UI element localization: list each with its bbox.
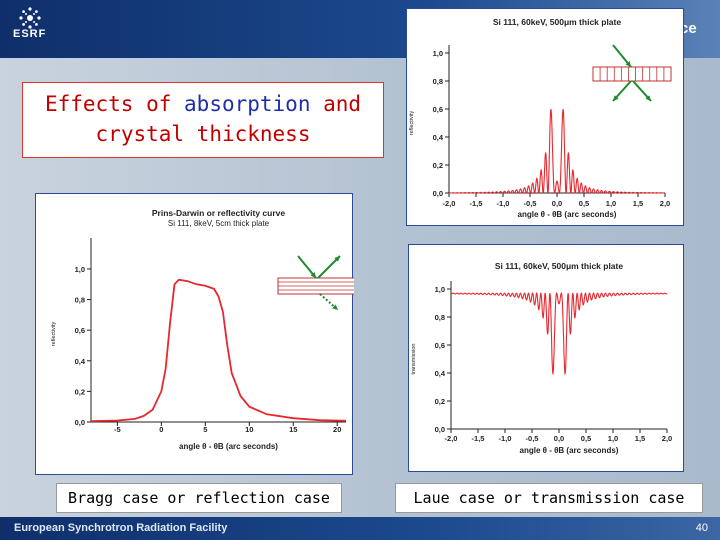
x-tick-label: 10 xyxy=(245,425,253,434)
x-tick-label: 0 xyxy=(159,425,163,434)
y-tick-label: 0,8 xyxy=(433,77,443,86)
y-tick-label: 0,6 xyxy=(75,326,85,335)
y-tick-label: 0,2 xyxy=(433,161,443,170)
title-part-2: absorption xyxy=(184,92,311,116)
chart-panel-bragg: Prins-Darwin or reflectivity curve Si 111… xyxy=(35,193,354,475)
x-tick-label: -2,0 xyxy=(443,199,456,208)
x-tick-label: 0,5 xyxy=(581,434,591,443)
y-tick-label: 0,6 xyxy=(433,105,443,114)
x-tick-label: -0,5 xyxy=(526,434,539,443)
y-tick-label: 0,2 xyxy=(435,397,445,406)
caption-laue: Laue case or transmission case xyxy=(395,483,703,513)
x-tick-label: 1,0 xyxy=(606,199,616,208)
y-tick-label: 1,0 xyxy=(75,265,85,274)
chart-title: Si 111, 60keV, 500μm thick plate xyxy=(495,261,623,271)
x-tick-label: 20 xyxy=(333,425,341,434)
y-tick-label: 0,0 xyxy=(433,189,443,198)
incident-beam-arrow-head xyxy=(310,272,316,278)
chart-laue-reflection: Si 111, 60keV, 500μm thick plate 0,0 0,2 0,… xyxy=(409,17,672,219)
reflected-beam-arrow-head xyxy=(334,256,340,262)
y-tick-label: 0,4 xyxy=(433,133,444,142)
x-tick-label: 0,5 xyxy=(579,199,589,208)
page-number: 40 xyxy=(695,522,708,534)
x-tick-label: 0,0 xyxy=(554,434,564,443)
y-tick-label: 0,8 xyxy=(435,313,445,322)
x-axis-label: angle θ - θB (arc seconds) xyxy=(520,446,619,455)
y-tick-label: 0,0 xyxy=(435,425,445,434)
y-tick-label: 0,0 xyxy=(75,418,85,427)
chart-panel-laue-transmission: Si 111, 60keV, 500μm thick plate 0,0 0,2 0,… xyxy=(408,244,684,472)
x-tick-label: 15 xyxy=(289,425,297,434)
x-tick-label: 2,0 xyxy=(660,199,670,208)
chart-laue-transmission: Si 111, 60keV, 500μm thick plate 0,0 0,2 0,… xyxy=(411,261,672,455)
footer-text: European Synchrotron Radiation Facility xyxy=(14,522,228,534)
title-part-3: and xyxy=(310,92,362,116)
caption-bragg: Bragg case or reflection case xyxy=(56,483,342,513)
crystal-plate-laue xyxy=(592,66,672,82)
x-tick-label: -2,0 xyxy=(445,434,458,443)
footer-bar: European Synchrotron Radiation Facility … xyxy=(0,517,720,540)
y-tick-label: 0,6 xyxy=(435,341,445,350)
y-tick-label: 0,2 xyxy=(75,387,85,396)
x-tick-label: 1,0 xyxy=(608,434,618,443)
x-tick-label: -1,5 xyxy=(472,434,485,443)
x-axis-label: angle θ - θB (arc seconds) xyxy=(179,442,278,451)
x-tick-label: 2,0 xyxy=(662,434,672,443)
y-tick-label: 1,0 xyxy=(433,49,443,58)
x-tick-label: 5 xyxy=(203,425,207,434)
chart-panel-laue-reflection: Si 111, 60keV, 500μm thick plate 0,0 0,2 0,… xyxy=(406,8,684,226)
logo-text: ESRF xyxy=(13,28,47,40)
x-tick-label: -1,0 xyxy=(499,434,512,443)
y-tick-label: 0,4 xyxy=(75,357,86,366)
x-tick-label: -0,5 xyxy=(524,199,537,208)
chart-title: Si 111, 60keV, 500μm thick plate xyxy=(493,17,621,27)
x-tick-label: 0,0 xyxy=(552,199,562,208)
y-tick-label: 0,8 xyxy=(75,296,85,305)
incident-beam-arrow-head xyxy=(625,61,631,67)
y-axis-label: transmission xyxy=(411,344,417,375)
title-part-1: Effects of xyxy=(44,92,185,116)
slide-title: Effects of absorption and crystal thickn… xyxy=(22,82,384,158)
x-tick-label: -1,0 xyxy=(497,199,510,208)
chart-subtitle: Si 111, 8keV, 5cm thick plate xyxy=(168,219,270,228)
esrf-logo-icon xyxy=(19,7,41,29)
data-curve xyxy=(450,292,668,376)
transmitted-beam-arrow-head xyxy=(645,95,651,101)
data-curve xyxy=(449,109,665,195)
y-axis-label: reflectivity xyxy=(51,322,57,347)
reflected-beam-arrow-head xyxy=(613,95,619,101)
data-curve xyxy=(90,278,347,423)
chart-title: Prins-Darwin or reflectivity curve xyxy=(152,208,285,218)
y-tick-label: 0,4 xyxy=(435,369,446,378)
x-tick-label: -5 xyxy=(114,425,121,434)
x-axis-label: angle θ - θB (arc seconds) xyxy=(518,210,617,219)
y-axis-label: reflectivity xyxy=(409,111,415,136)
x-tick-label: 1,5 xyxy=(633,199,643,208)
title-line-2: crystal thickness xyxy=(95,122,311,146)
x-tick-label: -1,5 xyxy=(470,199,483,208)
header-tail-text: ce xyxy=(680,20,697,37)
y-tick-label: 1,0 xyxy=(435,285,445,294)
x-tick-label: 1,5 xyxy=(635,434,645,443)
absorbed-beam-arrow-head xyxy=(332,304,338,310)
